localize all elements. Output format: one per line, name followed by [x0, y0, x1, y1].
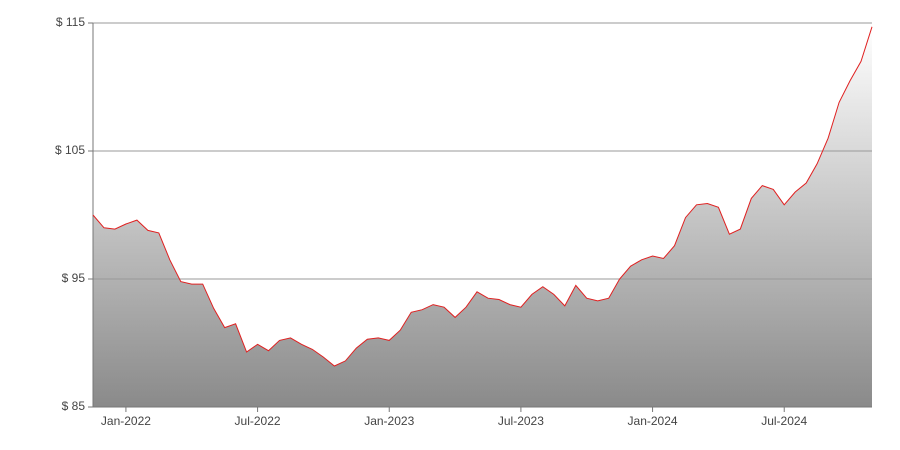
- x-tick-label: Jan-2023: [364, 414, 414, 428]
- y-tick-label: $ 95: [62, 271, 86, 285]
- x-tick-label: Jul-2024: [761, 414, 807, 428]
- y-tick-label: $ 85: [62, 399, 86, 413]
- area-fill: [93, 26, 872, 408]
- price-line: [92, 26, 873, 367]
- y-tick-label: $ 105: [55, 143, 85, 157]
- x-tick-label: Jul-2023: [498, 414, 544, 428]
- x-tick-label: Jul-2022: [235, 414, 281, 428]
- x-tick-label: Jan-2024: [628, 414, 678, 428]
- x-tick-label: Jan-2022: [101, 414, 151, 428]
- y-tick-label: $ 115: [56, 15, 85, 29]
